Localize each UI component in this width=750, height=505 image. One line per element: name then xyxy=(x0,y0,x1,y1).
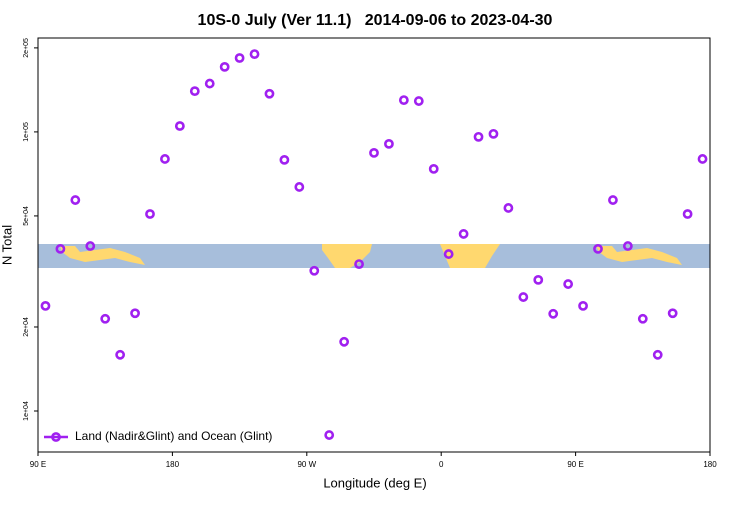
map-strip xyxy=(38,244,710,268)
data-point xyxy=(563,279,574,289)
land xyxy=(60,246,145,265)
data-point xyxy=(354,259,364,269)
land xyxy=(596,246,682,265)
land xyxy=(440,244,500,268)
y-tick-label: 1e+04 xyxy=(23,401,30,421)
data-point xyxy=(398,95,409,106)
data-point xyxy=(115,349,126,360)
data-point xyxy=(264,88,275,99)
data-point xyxy=(503,203,514,213)
data-point xyxy=(204,78,215,89)
data-point xyxy=(369,147,379,158)
data-point xyxy=(160,154,170,164)
plot-frame xyxy=(37,37,711,453)
data-point xyxy=(637,313,648,324)
data-point xyxy=(40,300,51,311)
x-tick-label: 90 W xyxy=(297,460,316,469)
data-point xyxy=(130,308,140,319)
data-point xyxy=(473,131,484,142)
data-point xyxy=(428,163,439,174)
data-point xyxy=(608,195,618,205)
y-tick-label: 5e+04 xyxy=(23,206,30,226)
data-point xyxy=(145,209,155,219)
x-tick-label: 90 E xyxy=(30,460,46,469)
y-tick-label: 1e+05 xyxy=(23,122,30,142)
data-point xyxy=(294,182,305,192)
data-point xyxy=(309,265,320,276)
data-point xyxy=(593,243,603,254)
x-tick-label: 180 xyxy=(166,460,180,469)
x-tick-label: 0 xyxy=(439,460,444,469)
data-point xyxy=(339,336,350,347)
data-point xyxy=(234,53,245,63)
data-point xyxy=(55,243,66,254)
data-point xyxy=(533,274,544,285)
x-tick-label: 180 xyxy=(703,460,717,469)
data-point xyxy=(174,121,185,131)
data-point xyxy=(518,292,529,302)
land xyxy=(322,244,372,268)
data-point xyxy=(100,313,111,324)
data-point xyxy=(324,430,335,440)
legend-swatch-marker xyxy=(51,432,61,442)
y-axis-label: N Total xyxy=(0,225,14,265)
data-point xyxy=(697,154,708,164)
data-point xyxy=(622,241,633,251)
data-point xyxy=(384,138,394,149)
data-point xyxy=(85,241,96,251)
data-point xyxy=(219,61,230,72)
data-point xyxy=(70,195,81,205)
legend-label: Land (Nadir&Glint) and Ocean (Glint) xyxy=(75,429,272,443)
data-point xyxy=(488,128,499,139)
y-tick-label: 2e+04 xyxy=(23,317,30,337)
data-point xyxy=(578,300,588,311)
data-point xyxy=(458,229,469,239)
data-point xyxy=(548,308,559,319)
x-axis-label: Longitude (deg E) xyxy=(323,475,426,490)
x-tick-label: 90 E xyxy=(567,460,583,469)
data-point xyxy=(443,249,454,259)
data-point xyxy=(249,49,260,60)
data-point xyxy=(652,349,663,360)
data-point xyxy=(413,96,424,106)
data-point xyxy=(682,209,693,219)
chart-title: 10S-0 July (Ver 11.1) 2014-09-06 to 2023… xyxy=(198,12,553,29)
data-point xyxy=(667,308,678,319)
y-tick-label: 2e+05 xyxy=(23,38,30,58)
data-point xyxy=(279,154,290,165)
data-point xyxy=(189,86,200,97)
